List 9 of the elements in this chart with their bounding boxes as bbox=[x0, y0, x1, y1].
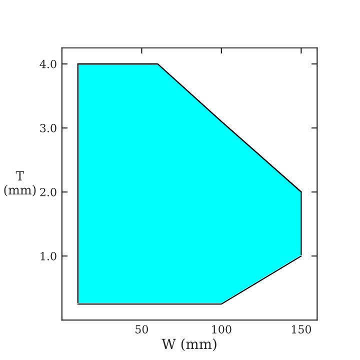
y-tick-label: 1.0 bbox=[40, 252, 56, 260]
x-tick-label: 100 bbox=[212, 325, 232, 334]
x-tick-label: 150 bbox=[292, 325, 312, 334]
y-tick-label: 4.0 bbox=[40, 60, 56, 68]
y-tick-label: 2.0 bbox=[40, 188, 56, 196]
x-axis-title: W (mm) bbox=[162, 338, 216, 352]
y-axis-title: T (mm) bbox=[4, 171, 36, 196]
y-tick-label: 3.0 bbox=[40, 124, 56, 132]
x-tick-label: 50 bbox=[136, 325, 148, 334]
